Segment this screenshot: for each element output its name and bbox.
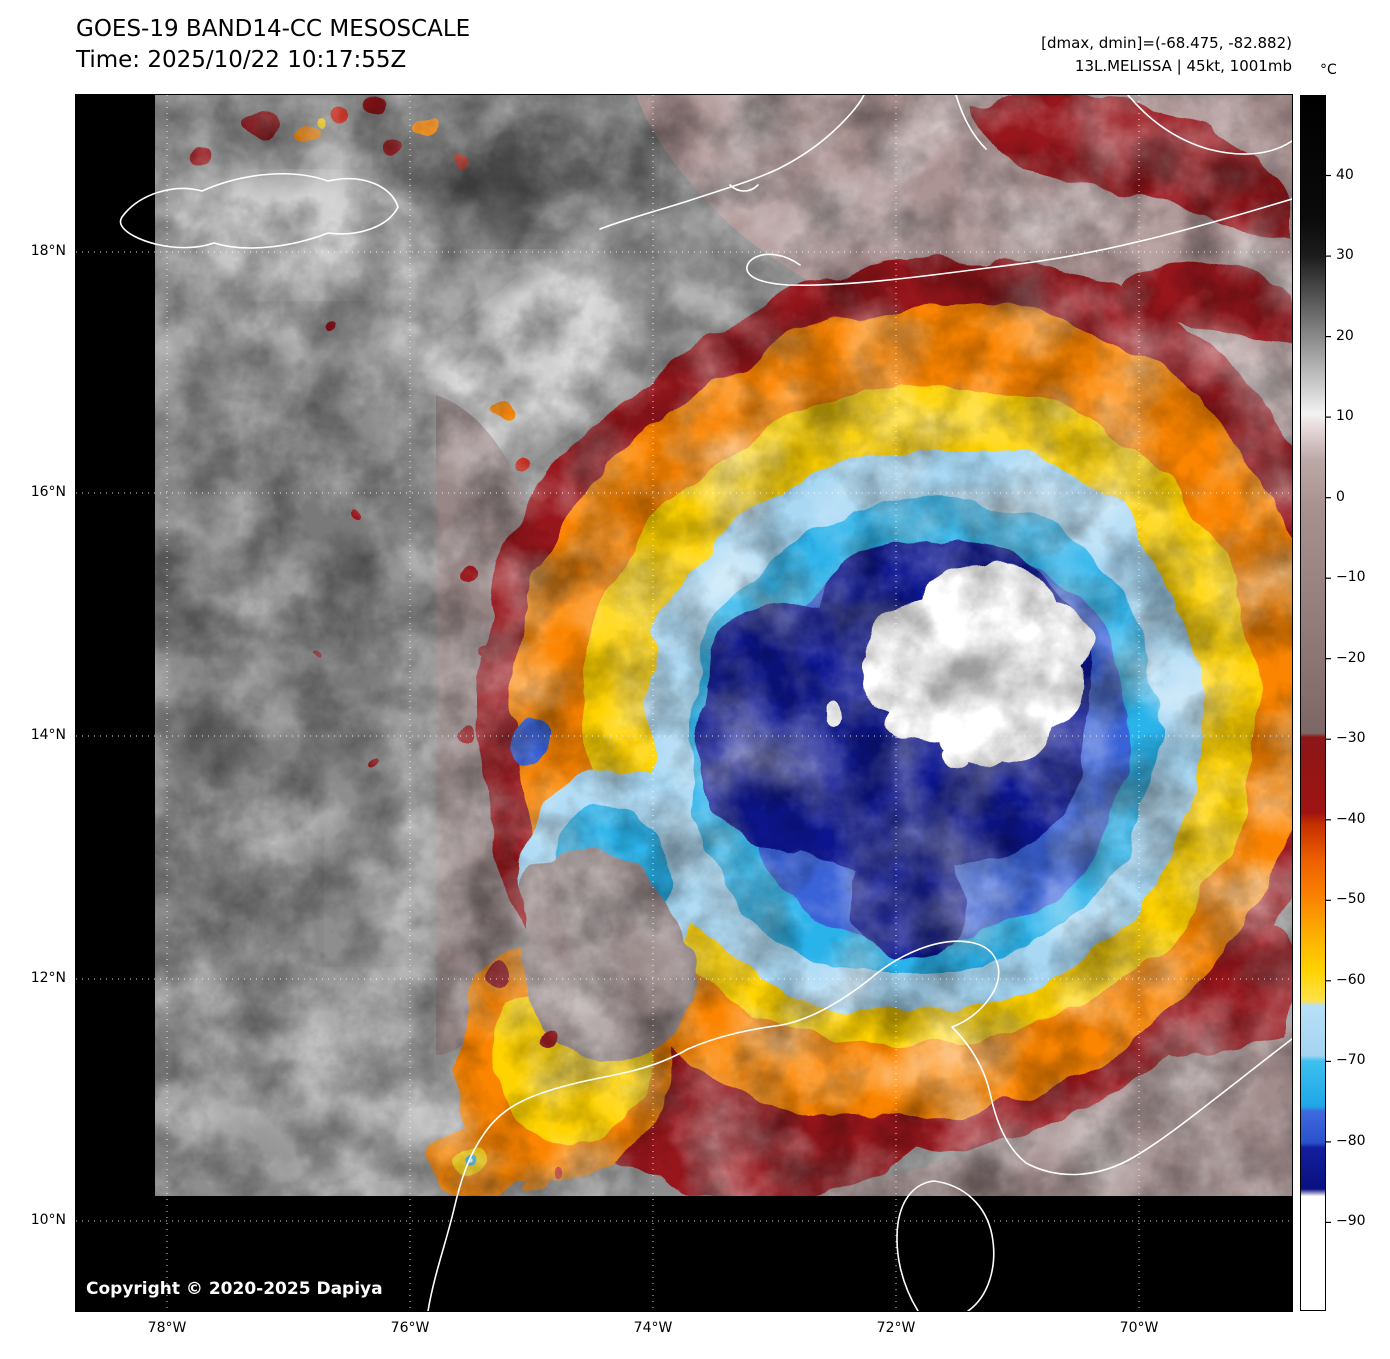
coastline-windward-passage — [955, 95, 987, 150]
colorbar-tick-label: 0 — [1336, 489, 1345, 505]
colorbar-tick-label: −90 — [1336, 1213, 1366, 1229]
satellite-data-region — [155, 95, 1292, 1196]
header-left: GOES-19 BAND14-CC MESOSCALE Time: 2025/1… — [76, 14, 470, 76]
colorbar-tick-label: −30 — [1336, 730, 1366, 746]
coastline-south-america — [427, 940, 1292, 1311]
colorbar-tick-label: 30 — [1336, 247, 1354, 263]
colorbar-tick-label: 10 — [1336, 408, 1354, 424]
lat-tick-label: 16°N — [30, 484, 66, 500]
colorbar-tick-label: −60 — [1336, 972, 1366, 988]
colorbar-tick-label: −80 — [1336, 1133, 1366, 1149]
lon-tick-label: 70°W — [1119, 1320, 1159, 1336]
lon-tick-label: 78°W — [147, 1320, 187, 1336]
lat-tick-label: 18°N — [30, 243, 66, 259]
colorbar-tick-label: −10 — [1336, 569, 1366, 585]
header-right: [dmax, dmin]=(-68.475, -82.882) 13L.MELI… — [1041, 32, 1292, 77]
coastline-hispaniola-north — [1127, 95, 1292, 155]
coastline-lake-maracaibo — [896, 1180, 995, 1311]
colorbar-gradient — [1300, 95, 1326, 1311]
lat-tick-label: 14°N — [30, 727, 66, 743]
lon-tick-label: 76°W — [390, 1320, 430, 1336]
page-title: GOES-19 BAND14-CC MESOSCALE — [76, 16, 471, 42]
dmax-dmin-readout: [dmax, dmin]=(-68.475, -82.882) — [1041, 34, 1292, 52]
colorbar-svg — [1300, 95, 1331, 1311]
coastline-hispaniola-south — [746, 198, 1292, 286]
lon-tick-label: 72°W — [876, 1320, 916, 1336]
satellite-map: Copyright © 2020-2025 Dapiya — [75, 94, 1293, 1312]
colorbar-tick-label: −70 — [1336, 1052, 1366, 1068]
lon-tick-label: 74°W — [633, 1320, 673, 1336]
timestamp: Time: 2025/10/22 10:17:55Z — [76, 47, 407, 74]
copyright-text: Copyright © 2020-2025 Dapiya — [86, 1279, 383, 1299]
coastline-jamaica — [119, 173, 399, 249]
colorbar-tick-label: −20 — [1336, 650, 1366, 666]
colorbar-tick-marks — [1326, 174, 1331, 1224]
storm-info: 13L.MELISSA | 45kt, 1001mb — [1074, 56, 1292, 75]
coastline-cuba — [599, 95, 865, 230]
colorbar-tick-label: −40 — [1336, 811, 1366, 827]
coastlines — [119, 95, 1292, 1311]
colorbar-unit-label: °C — [1320, 62, 1337, 78]
colorbar — [1300, 95, 1334, 1311]
colorbar-tick-label: 40 — [1336, 167, 1354, 183]
lat-tick-label: 10°N — [30, 1212, 66, 1228]
lat-tick-label: 12°N — [30, 970, 66, 986]
colorbar-tick-label: 20 — [1336, 328, 1354, 344]
cloud-texture-dark — [155, 95, 1292, 1196]
colorbar-tick-label: −50 — [1336, 891, 1366, 907]
coastline-cuba-inlet — [729, 184, 759, 192]
satellite-image-svg — [76, 95, 1292, 1311]
